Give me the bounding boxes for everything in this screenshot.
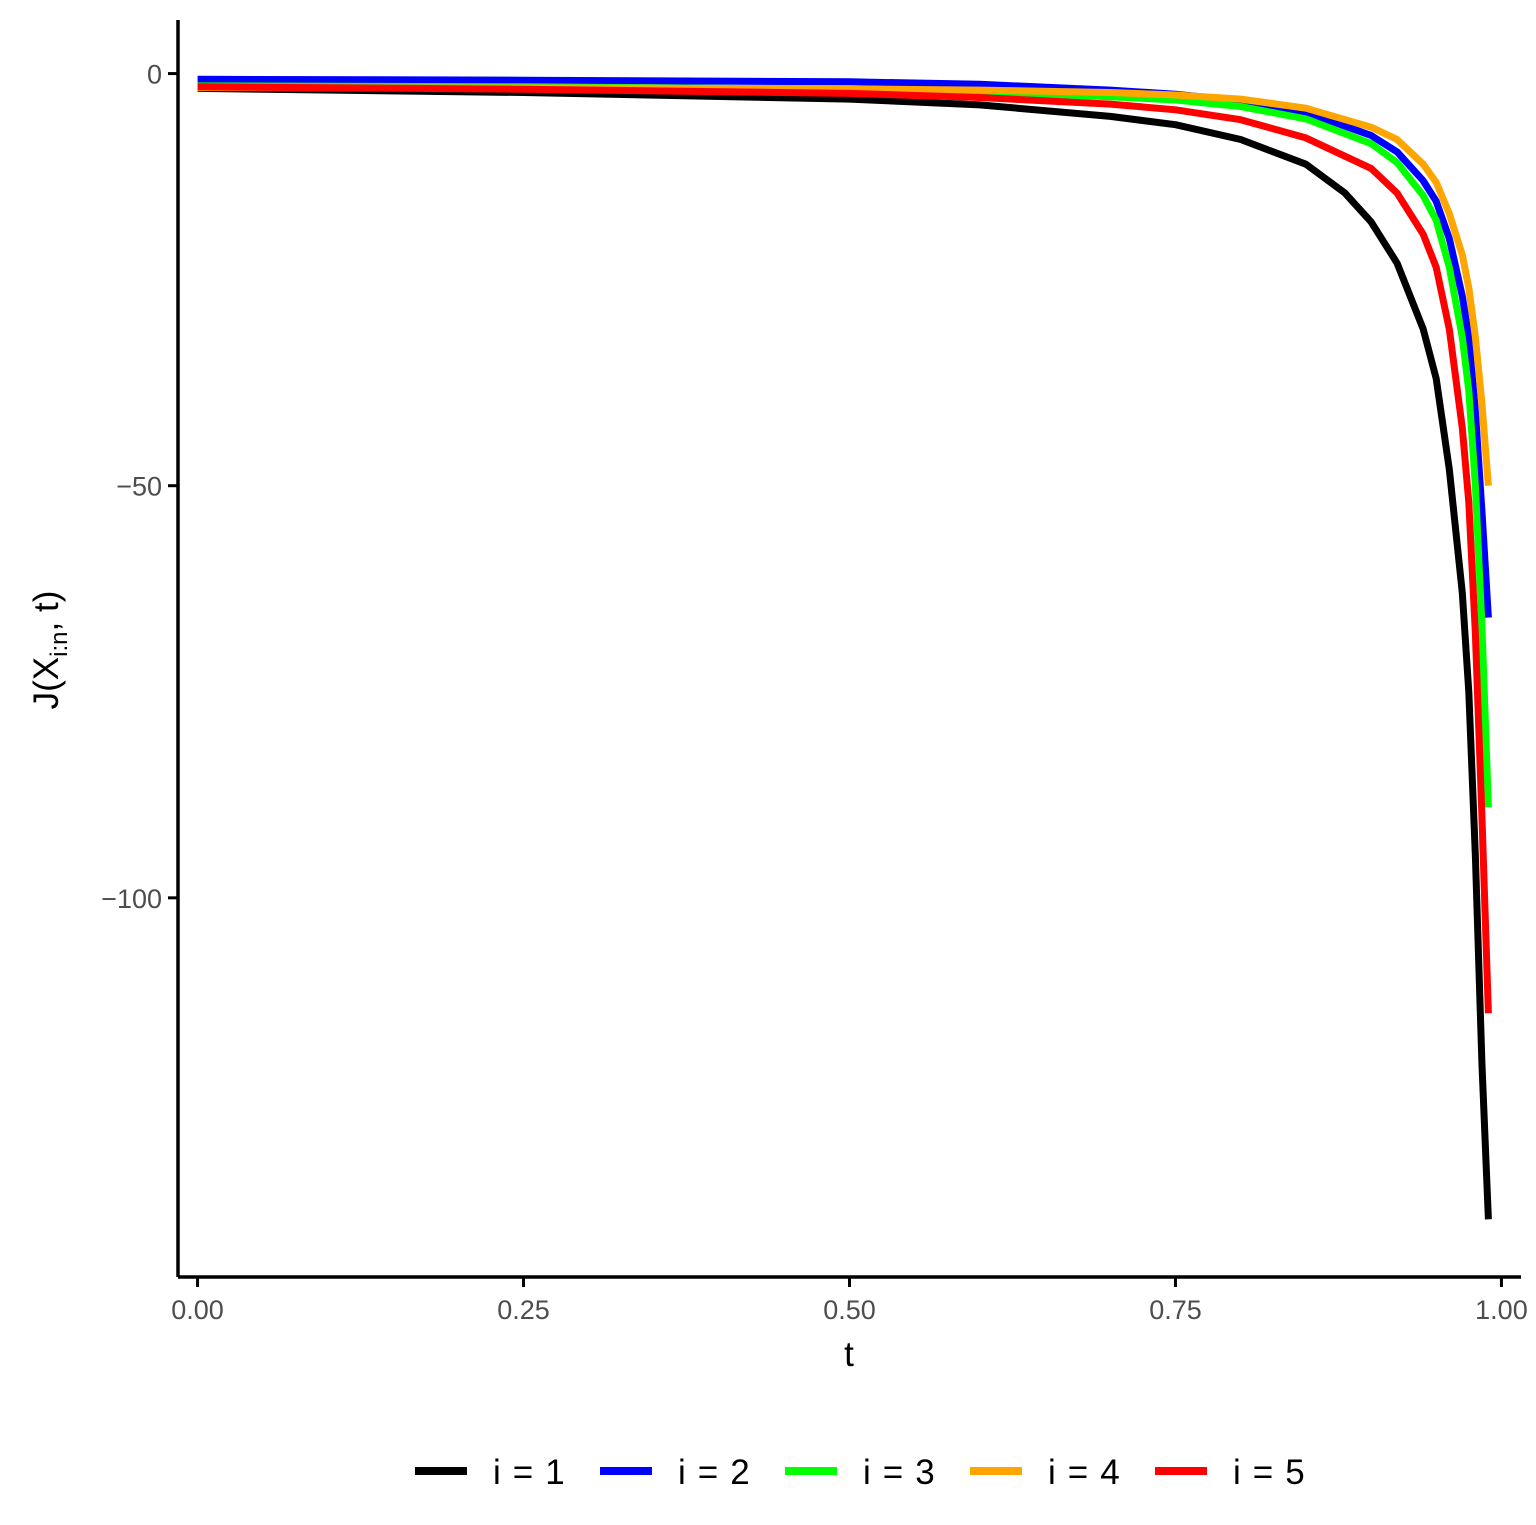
y-tick-label: −50 — [116, 472, 162, 502]
legend-label-op: = — [698, 1453, 718, 1492]
legend-label-i-5: i = 5 — [1233, 1453, 1305, 1492]
legend-label-lhs: i — [1233, 1453, 1241, 1492]
legend-label-lhs: i — [678, 1453, 686, 1492]
series-line-i-4 — [197, 84, 1492, 486]
legend-label-i-3: i = 3 — [863, 1453, 935, 1492]
legend-label-op: = — [883, 1453, 903, 1492]
x-tick-label: 0.25 — [497, 1295, 550, 1325]
y-axis-title-rest: , t) — [27, 591, 66, 632]
legend-label-lhs: i — [1048, 1453, 1056, 1492]
x-tick-label: 0.50 — [823, 1295, 876, 1325]
legend-label-lhs: i — [493, 1453, 501, 1492]
axes-layer — [176, 20, 1521, 1279]
legend-label-i-2: i = 2 — [678, 1453, 750, 1492]
x-tick-label: 1.00 — [1475, 1295, 1528, 1325]
x-axis-title: t — [844, 1335, 854, 1374]
legend-label-rhs: 3 — [915, 1453, 934, 1492]
y-tick-label: 0 — [147, 60, 162, 90]
series-line-i-2 — [197, 75, 1492, 618]
y-axis-title-subscript: i:n — [46, 631, 73, 656]
legend-label-rhs: 5 — [1285, 1453, 1304, 1492]
y-axis-title: J(Xi:n, t) — [27, 591, 73, 710]
series-layer — [197, 75, 1492, 1220]
ticks-layer: 0.00 0.25 0.50 0.75 1.00 0 −50 −100 — [101, 60, 1528, 1325]
legend-label-op: = — [1068, 1453, 1088, 1492]
legend: i = 1 i = 2 i = 3 i = 4 i = 5 — [415, 1453, 1305, 1492]
legend-label-op: = — [513, 1453, 533, 1492]
legend-label-i-1: i = 1 — [493, 1453, 565, 1492]
x-tick-label: 0.00 — [171, 1295, 224, 1325]
legend-label-rhs: 4 — [1100, 1453, 1119, 1492]
x-tick-label: 0.75 — [1149, 1295, 1202, 1325]
legend-label-rhs: 2 — [730, 1453, 749, 1492]
legend-label-rhs: 1 — [545, 1453, 564, 1492]
legend-label-op: = — [1253, 1453, 1273, 1492]
series-line-i-5 — [197, 83, 1492, 1014]
y-tick-label: −100 — [101, 884, 162, 914]
series-line-i-3 — [197, 82, 1492, 808]
y-axis-title-main: J(X — [27, 657, 66, 710]
series-line-i-1 — [197, 84, 1492, 1220]
legend-label-lhs: i — [863, 1453, 871, 1492]
legend-label-i-4: i = 4 — [1048, 1453, 1120, 1492]
